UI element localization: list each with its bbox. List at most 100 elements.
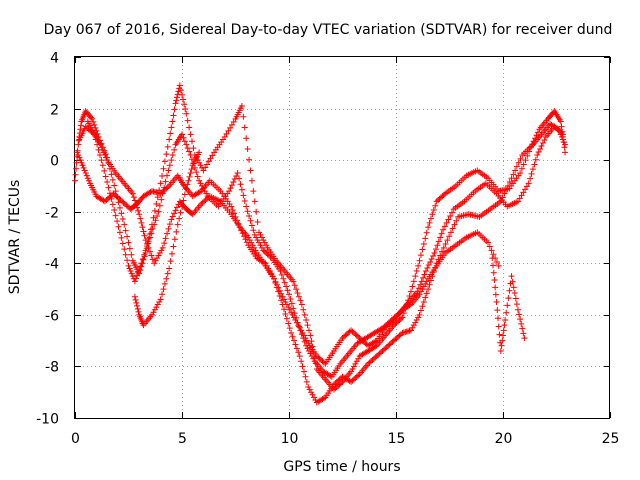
data-point-interp bbox=[171, 236, 178, 243]
data-point-interp bbox=[163, 151, 170, 158]
data-point-interp bbox=[336, 376, 343, 383]
data-point-interp bbox=[173, 97, 180, 104]
data-point-interp bbox=[188, 166, 195, 173]
data-point-interp bbox=[111, 206, 118, 213]
data-point-interp bbox=[353, 373, 360, 380]
data-point-interp bbox=[139, 224, 146, 231]
data-point-interp bbox=[184, 181, 191, 188]
data-point-interp bbox=[535, 148, 542, 155]
data-point-interp bbox=[424, 265, 431, 272]
data-point-interp bbox=[501, 190, 508, 197]
data-point-interp bbox=[75, 137, 82, 144]
data-point-interp bbox=[503, 186, 510, 193]
data-point-interp bbox=[161, 240, 168, 247]
data-point-interp bbox=[345, 329, 352, 336]
data-point-interp bbox=[305, 347, 312, 354]
data-point bbox=[82, 123, 89, 130]
data-point-interp bbox=[359, 337, 366, 344]
data-point-interp bbox=[352, 375, 359, 382]
data-point-interp bbox=[184, 145, 191, 152]
data-point-interp bbox=[184, 117, 191, 124]
data-point-interp bbox=[282, 298, 289, 305]
data-point bbox=[119, 198, 126, 205]
data-point-interp bbox=[415, 285, 422, 292]
data-point-interp bbox=[537, 145, 544, 152]
data-point-interp bbox=[150, 309, 157, 316]
data-point bbox=[497, 198, 504, 205]
data-point-interp bbox=[349, 328, 356, 335]
data-point-interp bbox=[118, 234, 125, 241]
data-point-interp bbox=[129, 273, 136, 280]
data-point-interp bbox=[131, 197, 138, 204]
data-point-interp bbox=[503, 309, 510, 316]
data-point-interp bbox=[539, 139, 546, 146]
data-point bbox=[234, 170, 241, 177]
data-point-interp bbox=[449, 225, 456, 232]
data-point-interp bbox=[253, 234, 260, 241]
data-point-interp bbox=[160, 165, 167, 172]
y-tick-label: 4 bbox=[50, 51, 59, 67]
data-point-interp bbox=[241, 197, 248, 204]
data-point-interp bbox=[134, 204, 141, 211]
data-point-interp bbox=[180, 197, 187, 204]
data-point-interp bbox=[290, 314, 297, 321]
data-point-interp bbox=[453, 217, 460, 224]
data-point-interp bbox=[241, 124, 248, 131]
data-point-interp bbox=[105, 184, 112, 191]
data-point-interp bbox=[283, 283, 290, 290]
data-point-interp bbox=[164, 143, 171, 150]
data-point bbox=[129, 190, 136, 197]
data-point-interp bbox=[360, 338, 367, 345]
data-point bbox=[502, 317, 509, 324]
data-point bbox=[164, 172, 171, 179]
data-point-interp bbox=[163, 185, 170, 192]
data-point-interp bbox=[112, 212, 119, 219]
data-point-interp bbox=[75, 151, 82, 158]
series-track-3 bbox=[74, 121, 569, 406]
y-axis-label: SDTVAR / TECUs bbox=[7, 180, 23, 295]
data-point-interp bbox=[281, 306, 288, 313]
data-point-interp bbox=[196, 188, 203, 195]
data-point-interp bbox=[135, 207, 142, 214]
data-point bbox=[72, 177, 78, 184]
data-point-interp bbox=[85, 177, 92, 184]
data-point bbox=[166, 265, 173, 272]
data-point-interp bbox=[335, 382, 342, 389]
data-point-interp bbox=[201, 198, 208, 205]
x-tick-label: 15 bbox=[388, 431, 406, 447]
y-tick-label: -6 bbox=[45, 309, 59, 325]
data-point-interp bbox=[151, 207, 158, 214]
data-point-interp bbox=[197, 180, 204, 187]
data-point-interp bbox=[163, 275, 170, 282]
data-point-interp bbox=[493, 258, 500, 265]
data-point-interp bbox=[389, 318, 396, 325]
data-point-interp bbox=[251, 244, 258, 251]
data-point bbox=[157, 190, 164, 197]
data-point-interp bbox=[527, 175, 534, 182]
data-point-interp bbox=[91, 121, 98, 128]
data-point-interp bbox=[120, 199, 127, 206]
data-point-interp bbox=[327, 372, 334, 379]
data-point-interp bbox=[124, 203, 131, 210]
data-point-interp bbox=[513, 163, 520, 170]
data-point-interp bbox=[152, 217, 159, 224]
plot-frame bbox=[74, 56, 610, 419]
data-point-interp bbox=[258, 244, 265, 251]
data-point-interp bbox=[292, 317, 299, 324]
data-point-interp bbox=[388, 319, 395, 326]
data-point-interp bbox=[182, 106, 189, 113]
data-point-interp bbox=[142, 247, 149, 254]
data-point-interp bbox=[532, 156, 539, 163]
data-point-interp bbox=[278, 271, 285, 278]
data-point-interp bbox=[316, 355, 323, 362]
data-point-interp bbox=[446, 233, 453, 240]
data-point-interp bbox=[186, 148, 193, 155]
data-point bbox=[416, 291, 423, 298]
data-point-interp bbox=[420, 274, 427, 281]
data-point-interp bbox=[520, 189, 527, 196]
data-point-interp bbox=[295, 323, 302, 330]
data-point bbox=[75, 141, 82, 148]
data-point-interp bbox=[246, 237, 253, 244]
data-point-interp bbox=[171, 146, 178, 153]
data-point bbox=[279, 293, 286, 300]
